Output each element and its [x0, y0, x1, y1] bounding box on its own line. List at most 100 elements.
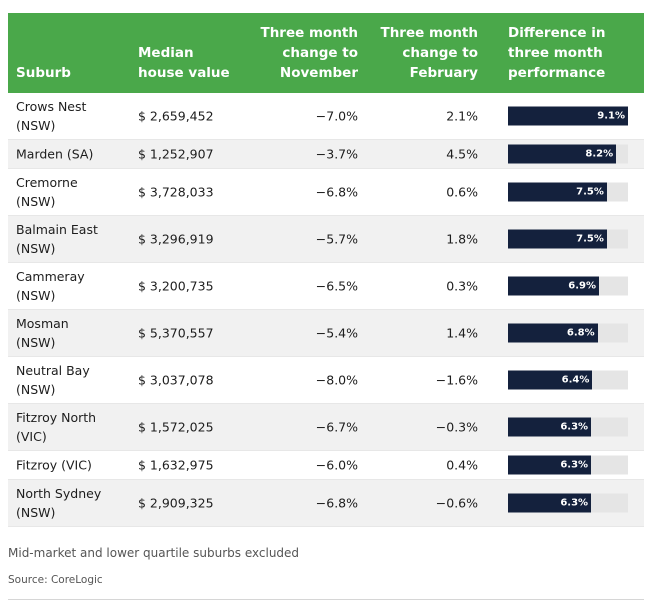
cell-median: $ 2,659,452 — [138, 108, 214, 124]
suburb-line: (VIC) — [16, 429, 47, 444]
table-row: Cammeray (NSW) $ 3,200,735 −6.5% 0.3% 6.9% — [8, 263, 644, 310]
header-feb-line: February — [409, 65, 478, 81]
cell-feb-change: 0.3% — [446, 278, 478, 294]
header-median: Median house value — [138, 43, 258, 83]
header-feb: Three month change to February — [368, 23, 478, 83]
cell-nov-change: −8.0% — [315, 372, 358, 388]
cell-suburb: Balmain East (NSW) — [16, 220, 134, 258]
cell-feb-change: −0.6% — [435, 495, 478, 511]
cell-feb-change: 1.4% — [446, 325, 478, 341]
bar-label: 6.4% — [561, 374, 590, 386]
cell-feb-change: 0.4% — [446, 457, 478, 473]
suburb-line: (NSW) — [16, 194, 56, 209]
source-credit: Source: CoreLogic — [8, 574, 103, 586]
table-row: Neutral Bay (NSW) $ 3,037,078 −8.0% −1.6% 6.4… — [8, 357, 644, 404]
cell-feb-change: 0.6% — [446, 184, 478, 200]
cell-median: $ 2,909,325 — [138, 495, 214, 511]
bar-label: 6.9% — [568, 280, 596, 292]
bar-track: 9.1% — [508, 106, 628, 126]
header-median-line: Median — [138, 45, 194, 61]
cell-suburb: Fitzroy North (VIC) — [16, 408, 134, 446]
suburb-line: (NSW) — [16, 118, 56, 133]
table-row: Fitzroy North (VIC) $ 1,572,025 −6.7% −0.3% 6… — [8, 404, 644, 451]
bar: 6.3% — [508, 417, 592, 437]
cell-nov-change: −6.7% — [315, 419, 358, 435]
bar: 8.2% — [508, 144, 617, 164]
header-nov-line: Three month — [260, 25, 358, 41]
bar-label: 9.1% — [597, 110, 625, 122]
data-table: Suburb Median house value Three month ch… — [8, 13, 644, 527]
header-feb-line: change to — [402, 45, 478, 61]
cell-nov-change: −5.7% — [315, 231, 358, 247]
cell-nov-change: −6.0% — [315, 457, 358, 473]
footnote: Mid-market and lower quartile suburbs ex… — [8, 546, 300, 560]
suburb-line: Balmain East — [16, 222, 98, 237]
cell-median: $ 1,572,025 — [138, 419, 214, 435]
header-diff-line: three month — [508, 45, 603, 61]
bar: 6.4% — [508, 370, 593, 390]
bar-track: 6.3% — [508, 493, 628, 513]
cell-median: $ 3,728,033 — [138, 184, 214, 200]
cell-median: $ 3,296,919 — [138, 231, 214, 247]
suburb-line: (NSW) — [16, 241, 56, 256]
bar-track: 8.2% — [508, 144, 628, 164]
cell-nov-change: −7.0% — [315, 108, 358, 124]
bar: 7.5% — [508, 182, 607, 202]
suburb-line: (NSW) — [16, 288, 56, 303]
suburb-line: Mosman — [16, 316, 69, 331]
bar-track: 6.4% — [508, 370, 628, 390]
suburb-line: (NSW) — [16, 335, 56, 350]
bar-label: 6.8% — [566, 327, 595, 339]
cell-suburb: Neutral Bay (NSW) — [16, 361, 134, 399]
cell-nov-change: −6.5% — [315, 278, 358, 294]
cell-median: $ 5,370,557 — [138, 325, 214, 341]
cell-nov-change: −6.8% — [315, 495, 358, 511]
bar-track: 6.8% — [508, 323, 628, 343]
bar: 6.8% — [508, 323, 598, 343]
cell-nov-change: −3.7% — [315, 146, 358, 162]
table-row: Cremorne (NSW) $ 3,728,033 −6.8% 0.6% 7.5% — [8, 169, 644, 216]
header-diff-line: Difference in — [508, 25, 606, 41]
table-row: Balmain East (NSW) $ 3,296,919 −5.7% 1.8% 7.5… — [8, 216, 644, 263]
table-row: North Sydney (NSW) $ 2,909,325 −6.8% −0.6% 6.… — [8, 480, 644, 527]
suburb-line: (NSW) — [16, 505, 56, 520]
cell-feb-change: 1.8% — [446, 231, 478, 247]
header-feb-line: Three month — [380, 25, 478, 41]
bar: 9.1% — [508, 106, 628, 126]
bar-label: 6.3% — [560, 497, 589, 509]
cell-suburb: Fitzroy (VIC) — [16, 456, 134, 475]
cell-suburb: Marden (SA) — [16, 145, 134, 164]
suburb-line: Cremorne — [16, 175, 78, 190]
suburb-line: Fitzroy North — [16, 410, 97, 425]
table-row: Marden (SA) $ 1,252,907 −3.7% 4.5% 8.2% — [8, 140, 644, 169]
header-nov: Three month change to November — [248, 23, 358, 83]
cell-feb-change: 2.1% — [446, 108, 478, 124]
header-median-line: house value — [138, 65, 230, 81]
cell-feb-change: −0.3% — [435, 419, 478, 435]
table-row: Crows Nest (NSW) $ 2,659,452 −7.0% 2.1% 9.1% — [8, 93, 644, 140]
cell-feb-change: −1.6% — [435, 372, 478, 388]
bar-label: 6.3% — [560, 459, 589, 471]
bar-label: 7.5% — [576, 186, 604, 198]
suburb-line: Fitzroy (VIC) — [16, 457, 92, 473]
bar-track: 6.3% — [508, 455, 628, 475]
header-nov-line: November — [279, 65, 358, 81]
suburb-line: Neutral Bay — [16, 363, 90, 378]
cell-suburb: Mosman (NSW) — [16, 314, 134, 352]
bar: 6.3% — [508, 493, 592, 513]
bar: 6.3% — [508, 455, 592, 475]
table-row: Mosman (NSW) $ 5,370,557 −5.4% 1.4% 6.8% — [8, 310, 644, 357]
suburb-line: Cammeray — [16, 269, 85, 284]
header-diff: Difference in three month performance — [508, 23, 638, 83]
bar-label: 8.2% — [585, 148, 614, 160]
bottom-divider — [8, 599, 644, 600]
cell-suburb: Crows Nest (NSW) — [16, 97, 134, 135]
suburb-line: Crows Nest — [16, 99, 87, 114]
bar-track: 7.5% — [508, 229, 628, 249]
suburb-line: Marden (SA) — [16, 146, 94, 162]
bar-track: 6.3% — [508, 417, 628, 437]
cell-median: $ 3,037,078 — [138, 372, 214, 388]
header-diff-line: performance — [508, 65, 606, 81]
bar-track: 7.5% — [508, 182, 628, 202]
bar: 6.9% — [508, 276, 599, 296]
